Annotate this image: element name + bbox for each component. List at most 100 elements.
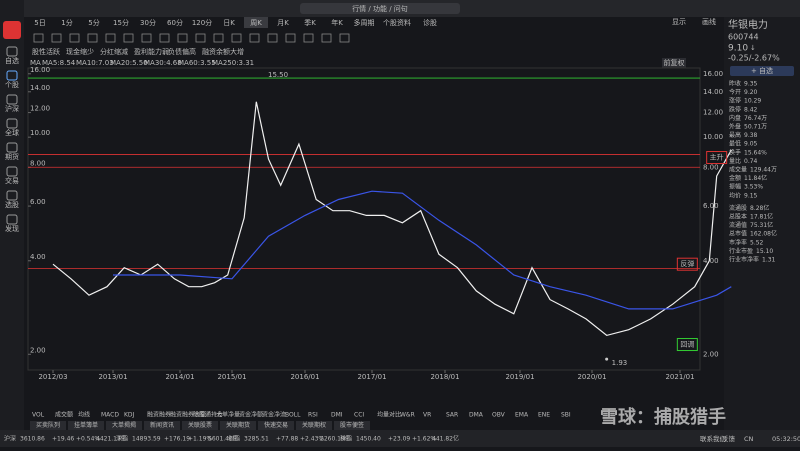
tab[interactable]: 月K [277,19,289,27]
tab[interactable]: 日K [223,19,235,27]
panel-tab-bg[interactable] [144,421,180,430]
tool-icon[interactable] [249,33,260,43]
side-label[interactable]: 发现 [5,224,19,233]
tool-icon[interactable] [177,33,188,43]
adjust-label[interactable]: 前复权 [664,58,685,67]
side-icon[interactable] [6,70,18,81]
side-icon[interactable] [6,118,18,129]
tool-icon[interactable] [141,33,152,43]
side-icon[interactable] [6,94,18,105]
tab[interactable]: 1分 [61,18,72,27]
side-label[interactable]: 全球 [5,128,19,137]
status-right[interactable]: 反馈 [722,434,736,443]
window-button[interactable]: 画线 [702,17,716,26]
search-box[interactable] [300,3,460,14]
panel-tab-bg[interactable] [296,421,332,430]
tool-icon[interactable] [231,33,242,43]
status-right[interactable]: 联系我们 [700,434,726,443]
panel-tab[interactable]: 关联期货 [226,421,250,429]
indicator-tab[interactable]: 成交额 [55,411,73,419]
side-label[interactable]: 期货 [5,152,19,161]
indicator-tab[interactable]: 融资融券余额 [170,411,206,419]
indicator-tab[interactable]: EMA [515,412,529,419]
panel-tab-bg[interactable] [220,421,256,430]
tool-icon[interactable] [69,33,80,43]
tool-icon[interactable] [33,33,44,43]
tool-icon[interactable] [87,33,98,43]
indicator-tab[interactable]: 均线 [78,411,90,419]
window-button[interactable]: 显示 [672,18,686,26]
tool-icon[interactable] [213,33,224,43]
indicator-tab[interactable]: 大单净量 [216,411,240,419]
indicator-tab[interactable]: DMI [331,412,343,419]
indicator-tab[interactable]: 融资融券 [147,411,171,419]
panel-tab-bg[interactable] [106,421,142,430]
panel-tab[interactable]: 快速交易 [264,421,288,429]
tab[interactable]: 60分 [167,18,183,27]
tab[interactable]: 15分 [113,18,129,27]
indicator-tab[interactable]: 陆股通持仓 [193,411,223,419]
tool-icon[interactable] [105,33,116,43]
indicator-tab[interactable]: MACD [101,412,119,419]
tool-icon[interactable] [159,33,170,43]
indicator-tab[interactable]: DMA [469,412,484,419]
tab[interactable]: 年K [331,18,343,27]
indicator-tab[interactable]: VOL [32,412,45,419]
tool-icon[interactable] [339,33,350,43]
panel-tab[interactable]: 股市便签 [340,421,364,429]
side-label[interactable]: 个股 [5,81,19,89]
indicator-tab[interactable]: KDJ [124,412,135,419]
side-icon[interactable] [6,46,18,57]
panel-tab-bg[interactable] [30,421,66,430]
panel-tab-bg[interactable] [334,421,370,430]
tab[interactable]: 多周期 [354,18,375,27]
tool-icon[interactable] [285,33,296,43]
panel-tab[interactable]: 关联期权 [302,421,326,429]
side-label[interactable]: 交易 [5,176,19,185]
tab[interactable]: 120分 [192,18,212,27]
indicator-tab[interactable]: VR [423,412,431,419]
panel-tab-bg[interactable] [182,421,218,430]
side-label[interactable]: 沪深 [5,104,19,113]
tool-icon[interactable] [51,33,62,43]
tab[interactable]: 周K [250,19,262,27]
indicator-tab[interactable]: W&R [400,412,415,419]
indicator-tab[interactable]: OBV [492,412,506,419]
tool-icon[interactable] [195,33,206,43]
panel-tab-bg[interactable] [258,421,294,430]
side-icon[interactable] [6,214,18,225]
side-label[interactable]: 选股 [5,200,19,209]
watch-label[interactable]: + 自选 [751,66,773,75]
indicator-tab[interactable]: RSI [308,412,318,419]
indicator-tab[interactable]: 资金净流 [262,411,286,419]
side-icon[interactable] [6,190,18,201]
watch-btn[interactable] [730,66,794,76]
tab[interactable]: 诊股 [423,18,437,27]
side-icon[interactable] [6,142,18,153]
indicator-tab[interactable]: CCI [354,412,364,419]
indicator-tab[interactable]: ENE [538,412,550,419]
panel-tab-bg[interactable] [68,421,104,430]
tool-icon[interactable] [321,33,332,43]
side-icon[interactable] [6,166,18,177]
panel-tab[interactable]: 挂单簿单 [74,421,98,429]
side-label[interactable]: 自选 [5,56,19,65]
indicator-tab[interactable]: 资金净额 [239,411,263,419]
panel-tab[interactable]: 大单揭揭 [112,421,136,429]
indicator-tab[interactable]: SAR [446,412,458,419]
tab[interactable]: 个股资料 [383,18,411,27]
indicator-tab[interactable]: BOLL [285,412,301,419]
tab[interactable]: 季K [304,18,316,27]
indicator-tab[interactable]: 均量对比 [377,411,401,419]
tool-icon[interactable] [303,33,314,43]
tab[interactable]: 30分 [140,18,156,27]
tool-icon[interactable] [267,33,278,43]
panel-tab[interactable]: 新闻资讯 [150,421,174,429]
indicator-tab[interactable]: SBI [561,412,571,419]
tool-icon[interactable] [123,33,134,43]
tab[interactable]: 5日 [34,19,45,27]
adjust-btn[interactable] [662,58,686,68]
panel-tab[interactable]: 关联股票 [188,421,212,429]
panel-tab[interactable]: 买卖队列 [36,421,60,429]
tab[interactable]: 5分 [88,18,99,27]
